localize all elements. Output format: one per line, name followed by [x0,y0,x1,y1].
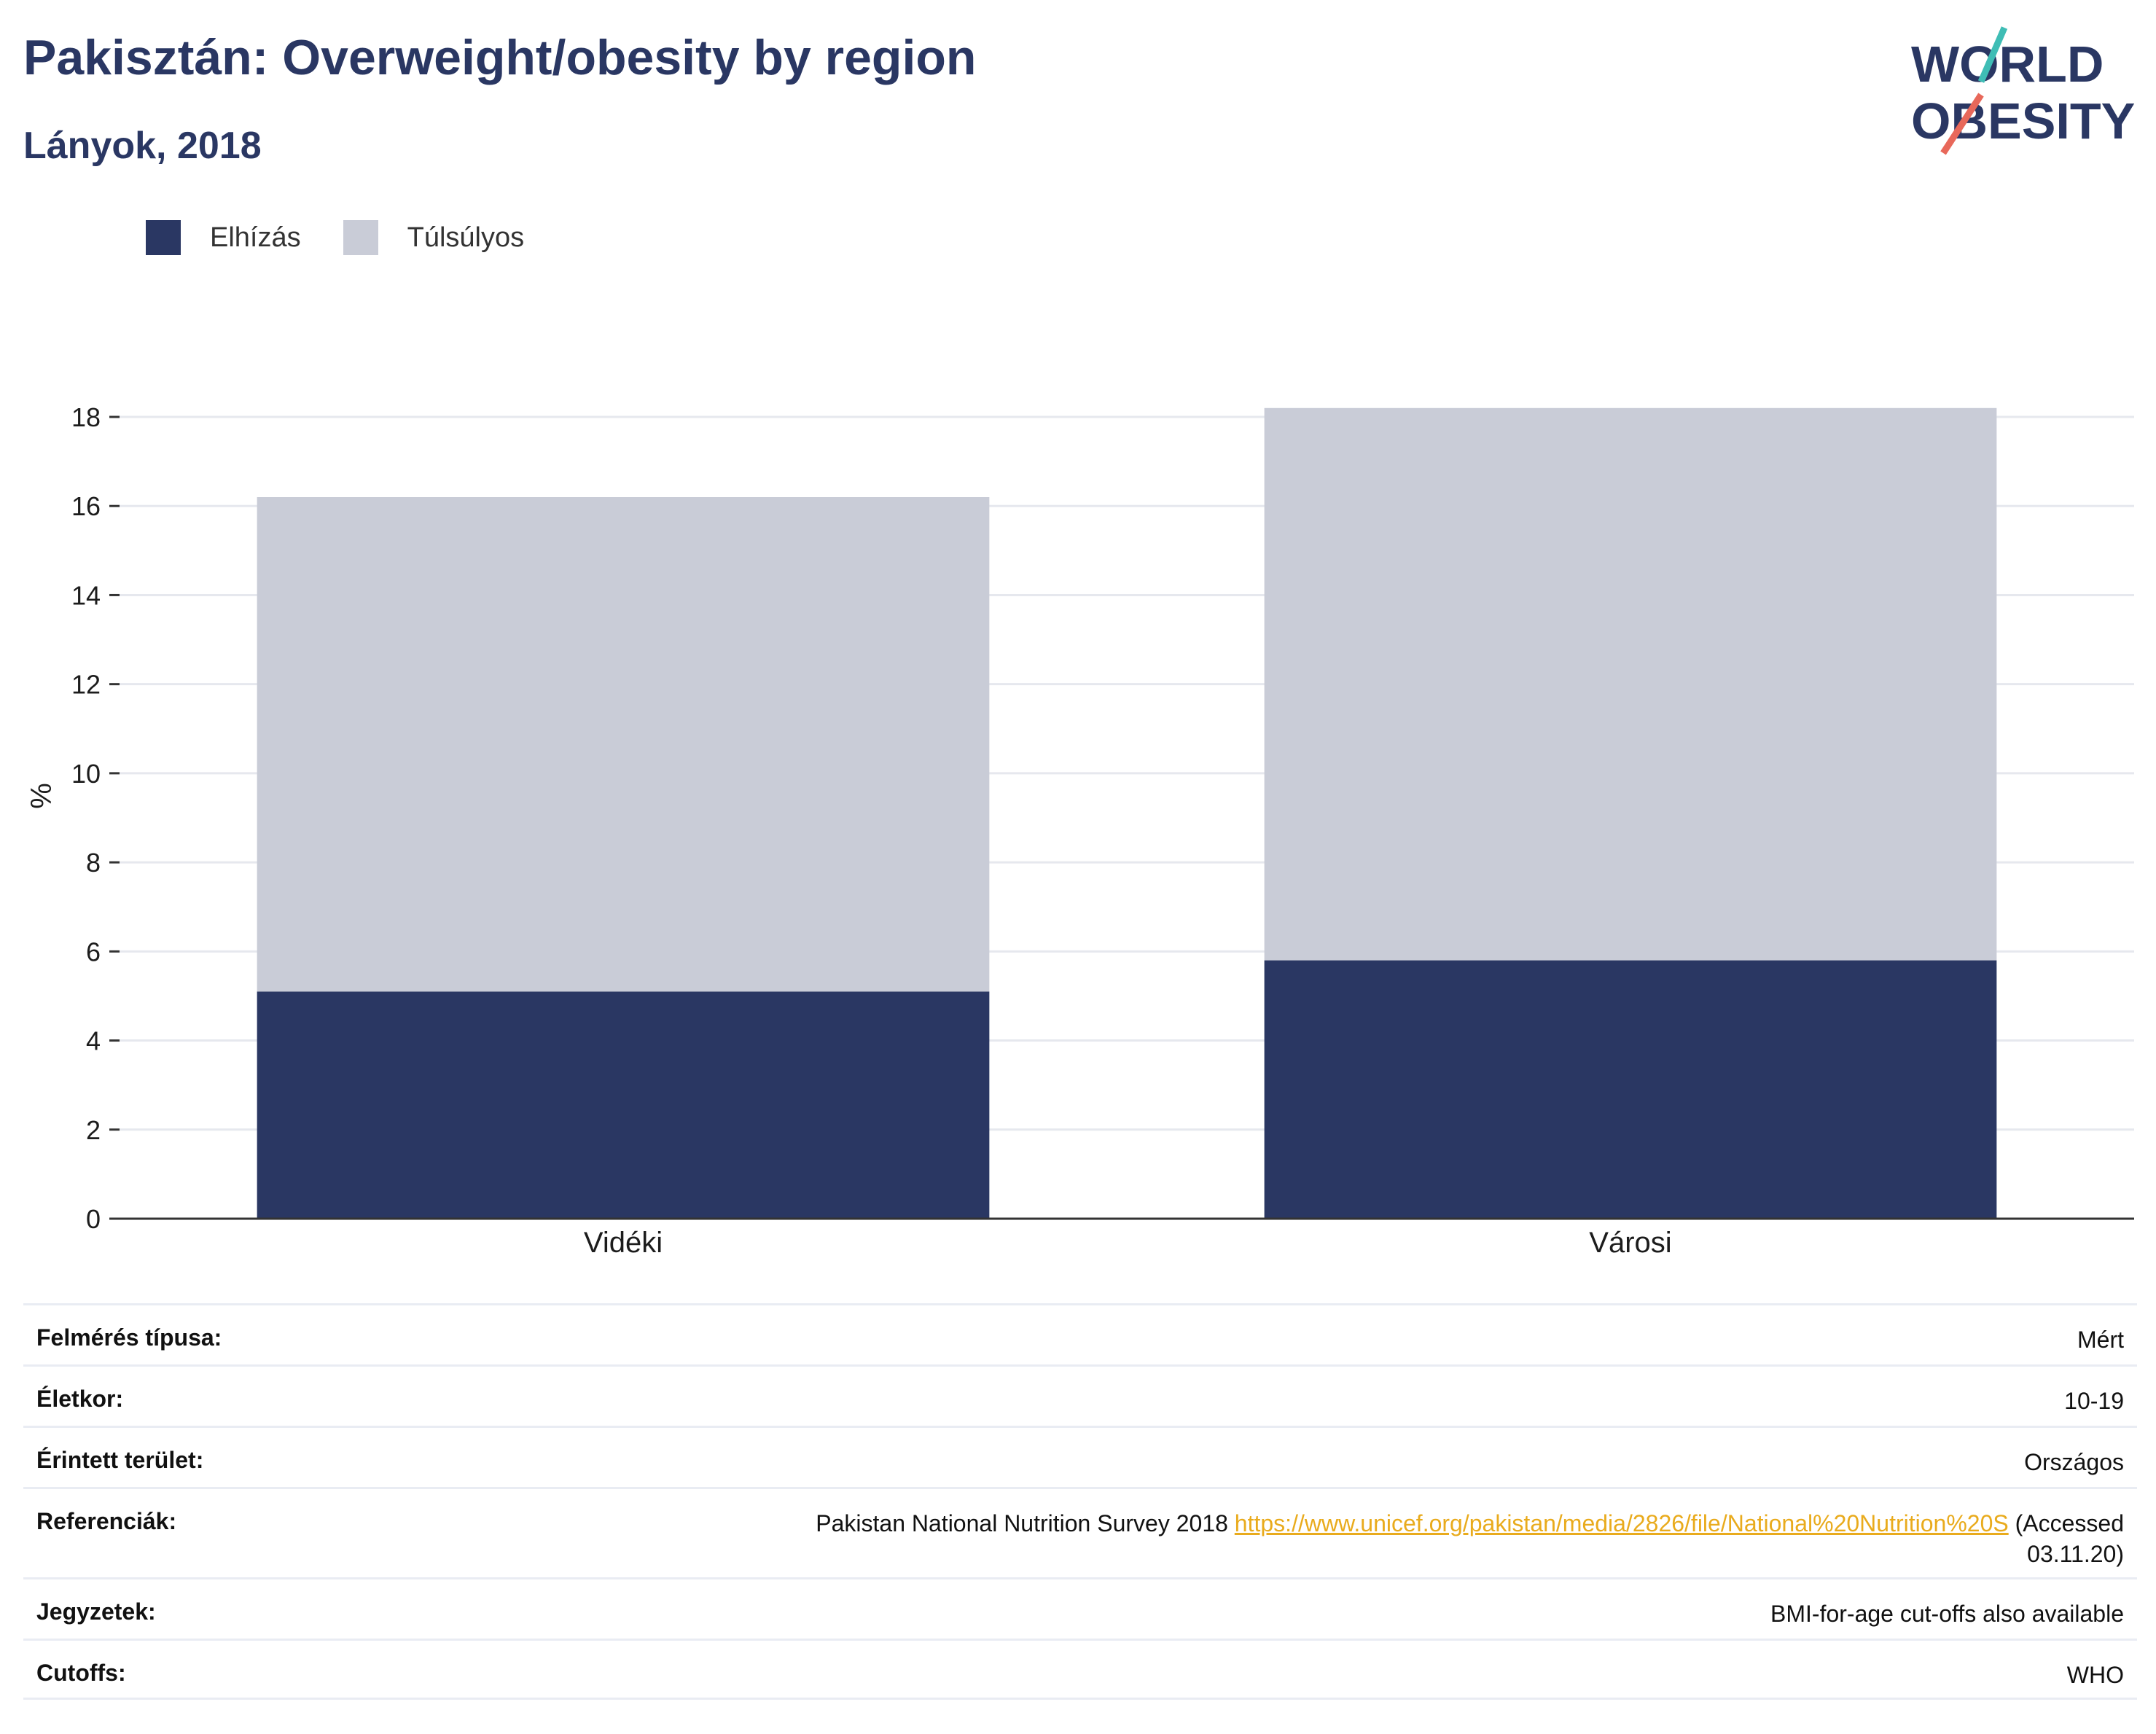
logo-line1: WORLD [1911,36,2104,93]
legend-label-obesity: Elhízás [210,222,301,253]
y-tick-label: 12 [71,670,101,700]
info-row-notes: Jegyzetek: BMI-for-age cut-offs also ava… [23,1577,2137,1639]
chart-legend: Elhízás Túlsúlyos [146,216,566,259]
info-row-cutoffs: Cutoffs: WHO [23,1639,2137,1700]
axes: 0 2 4 6 8 10 12 14 16 18% Vidéki Városi [26,402,2134,1259]
y-tick-label: 10 [71,759,101,789]
info-label: Cutoffs: [36,1660,126,1686]
bar-overweight-1[interactable] [1264,407,1997,961]
reference-text: Pakistan National Nutrition Survey 2018 [816,1510,1235,1536]
page-title: Pakisztán: Overweight/obesity by region [23,30,977,85]
legend-label-overweight: Túlsúlyos [407,222,525,253]
info-row-area: Érintett terület: Országos [23,1426,2137,1487]
reference-accessed: (Accessed [2008,1510,2124,1536]
info-label: Életkor: [36,1386,124,1412]
bars [257,407,1997,1219]
world-obesity-logo[interactable]: WORLD OBESITY [1895,22,2143,160]
reference-link[interactable]: https://www.unicef.org/pakistan/media/28… [1234,1510,2009,1536]
info-value: Országos [2024,1449,2124,1475]
info-value-references: Pakistan National Nutrition Survey 2018 … [816,1489,2124,1569]
info-value: WHO [2066,1662,2124,1688]
bar-chart: 0 2 4 6 8 10 12 14 16 18% Vidéki Városi [26,402,2134,1259]
page-subtitle: Lányok, 2018 [23,125,262,167]
legend-swatch-overweight [343,220,378,255]
info-value: 10-19 [2064,1388,2124,1414]
logo-slash-teal [1977,26,2008,83]
logo-slash-coral [1940,93,1984,155]
bar-overweight-0[interactable] [257,497,990,992]
y-tick-label: 16 [71,491,101,521]
x-tick-label: Városi [1589,1227,1671,1259]
y-tick-label: 6 [86,937,101,966]
reference-date: 03.11.20) [2027,1541,2124,1567]
y-tick-label: 14 [71,580,101,610]
y-axis-label: % [26,783,58,809]
info-label: Jegyzetek: [36,1598,156,1625]
legend-swatch-obesity [146,220,181,255]
info-label: Referenciák: [36,1508,177,1534]
info-row-survey-type: Felmérés típusa: Mért [23,1303,2137,1364]
bar-obesity-1[interactable] [1264,960,1997,1219]
y-tick-label: 18 [71,402,101,432]
info-row-age: Életkor: 10-19 [23,1364,2137,1426]
y-tick-label: 4 [86,1026,101,1056]
bar-obesity-0[interactable] [257,991,990,1219]
info-value: Mért [2077,1327,2124,1353]
x-tick-label: Vidéki [584,1227,663,1259]
y-tick-label: 2 [86,1115,101,1145]
legend-item-overweight[interactable]: Túlsúlyos [343,220,525,255]
info-value: BMI-for-age cut-offs also available [1770,1601,2124,1627]
y-tick-label: 8 [86,848,101,878]
info-table: Felmérés típusa: Mért Életkor: 10-19 Éri… [23,1303,2137,1700]
legend-item-obesity[interactable]: Elhízás [146,220,301,255]
info-row-references: Referenciák: Pakistan National Nutrition… [23,1487,2137,1577]
y-tick-label: 0 [86,1204,101,1234]
info-label: Érintett terület: [36,1447,204,1473]
info-label: Felmérés típusa: [36,1324,222,1351]
